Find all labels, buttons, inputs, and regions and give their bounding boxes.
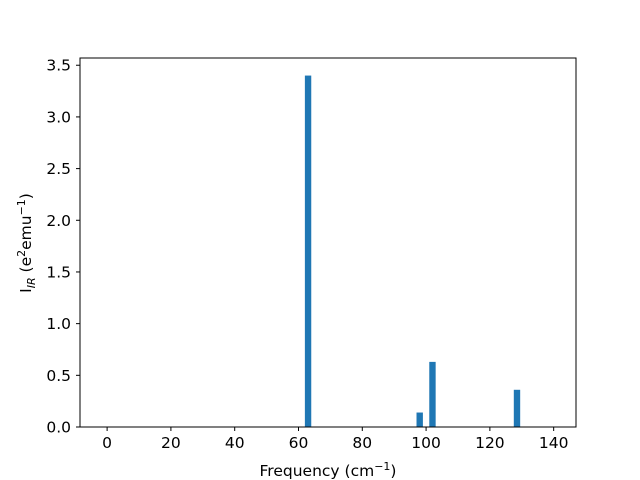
y-tick-label-2: 1.0 bbox=[46, 315, 71, 333]
plot-frame bbox=[79, 57, 577, 428]
y-tick-label-3: 1.5 bbox=[46, 263, 71, 281]
x-tick-label-3: 60 bbox=[289, 434, 309, 452]
y-tick-label-6: 3.0 bbox=[46, 108, 71, 126]
x-axis-label: Frequency (cm−1) bbox=[260, 460, 397, 480]
bars-layer bbox=[304, 75, 521, 428]
bar-2 bbox=[429, 361, 436, 427]
x-tick-label-6: 120 bbox=[475, 434, 505, 452]
x-tick-label-0: 0 bbox=[102, 434, 112, 452]
bar-0 bbox=[304, 75, 312, 428]
axes-layer: 0 20 40 60 80 100 120 140 0.0 0.5 1.0 1.5 2.0 2.5 3.0 3… bbox=[46, 57, 577, 452]
y-axis-label: IIR (e2emu−1) bbox=[15, 193, 38, 293]
y-tick-label-4: 2.0 bbox=[46, 212, 71, 230]
y-tick-label-7: 3.5 bbox=[46, 57, 71, 75]
y-tick-label-0: 0.0 bbox=[46, 419, 71, 437]
bar-1 bbox=[416, 412, 423, 427]
y-tick-label-1: 0.5 bbox=[46, 367, 71, 385]
x-tick-label-7: 140 bbox=[539, 434, 569, 452]
x-tick-label-5: 100 bbox=[411, 434, 441, 452]
x-tick-label-4: 80 bbox=[352, 434, 372, 452]
bar-3 bbox=[513, 389, 521, 427]
y-tick-label-5: 2.5 bbox=[46, 160, 71, 178]
x-tick-label-1: 20 bbox=[161, 434, 181, 452]
x-tick-label-2: 40 bbox=[225, 434, 245, 452]
